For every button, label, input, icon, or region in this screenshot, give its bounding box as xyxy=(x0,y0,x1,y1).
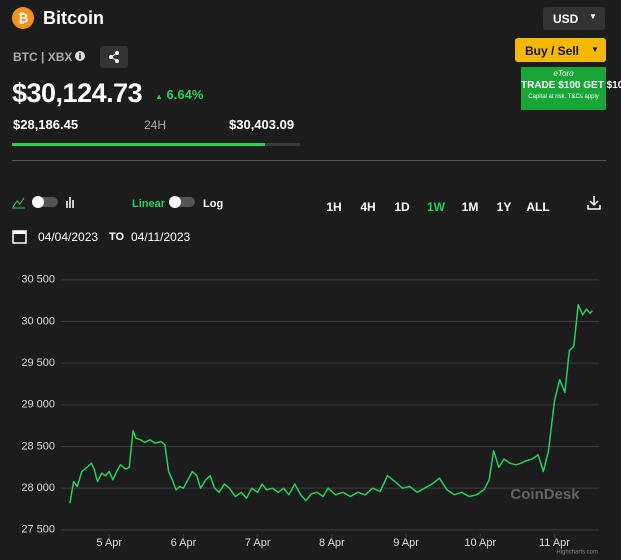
x-tick-label: 6 Apr xyxy=(171,537,197,549)
y-tick-label: 30 000 xyxy=(21,315,55,327)
range-button[interactable]: 1M xyxy=(461,200,479,214)
range-button[interactable]: 1W xyxy=(427,200,445,214)
ad-text: TRADE $100 GET $10 xyxy=(521,80,621,91)
y-tick-label: 29 500 xyxy=(21,357,55,369)
download-icon[interactable] xyxy=(586,195,602,211)
y-tick-label: 29 000 xyxy=(21,399,55,411)
pair: BTC | XBX xyxy=(13,50,73,64)
linear-label: Linear xyxy=(132,198,166,210)
share-button[interactable] xyxy=(100,46,128,68)
bitcoin-icon: ₿ xyxy=(12,7,34,29)
date-separator: TO xyxy=(109,231,125,243)
range-buttons: 1H 4H 1D 1W 1M 1Y ALL xyxy=(317,198,555,216)
buy-button[interactable]: Buy / Sell ▼ xyxy=(515,38,606,62)
buy-label: Buy / Sell xyxy=(525,44,580,58)
currency-select[interactable]: USD ▼ xyxy=(543,7,605,30)
high: $30,403.09 xyxy=(229,117,295,132)
x-tick-label: 8 Apr xyxy=(319,537,345,549)
y-tick-label: 30 500 xyxy=(21,274,55,286)
svg-text:₿: ₿ xyxy=(18,10,29,25)
range-button[interactable]: ALL xyxy=(526,200,550,214)
watermark: CoinDesk xyxy=(510,486,580,503)
ad-note: Capital at risk. T&Cs apply xyxy=(528,94,599,100)
range-label: 24H xyxy=(144,118,167,132)
x-tick-label: 11 Apr xyxy=(539,537,570,549)
ad-banner[interactable]: eToro TRADE $100 GET $10 Capital at risk. … xyxy=(521,67,621,110)
y-tick-label: 28 500 xyxy=(21,440,55,452)
log-label: Log xyxy=(203,198,224,210)
change: ▲ 6.64% xyxy=(155,87,204,102)
y-tick-label: 27 500 xyxy=(21,524,55,536)
low: $28,186.45 xyxy=(13,117,79,132)
price: $30,124.73 xyxy=(12,78,143,108)
y-tick-label: 28 000 xyxy=(21,482,55,494)
price-line xyxy=(69,304,593,504)
calendar-icon[interactable] xyxy=(12,228,28,244)
chart-type-toggle[interactable] xyxy=(12,194,77,210)
info-icon[interactable] xyxy=(75,51,85,61)
change-value: 6.64% xyxy=(166,87,204,102)
divider xyxy=(12,160,606,161)
chart: CoinDesk Highcharts.com 27 500 28 000 28 5… xyxy=(21,274,599,556)
x-tick-label: 10 Apr xyxy=(464,537,496,549)
x-tick-label: 9 Apr xyxy=(393,537,419,549)
range-button[interactable]: 1D xyxy=(394,200,410,214)
range-button[interactable]: 1Y xyxy=(496,200,512,214)
date-from: 04/04/2023 xyxy=(38,230,99,244)
scale-toggle[interactable] xyxy=(168,195,198,209)
range-button[interactable]: 1H xyxy=(326,200,342,214)
credit: Highcharts.com xyxy=(556,550,598,556)
ad-brand: eToro xyxy=(553,69,574,78)
x-tick-label: 5 Apr xyxy=(96,537,122,549)
range-button[interactable]: 4H xyxy=(360,200,376,214)
range-track xyxy=(12,143,300,146)
x-tick-label: 7 Apr xyxy=(245,537,271,549)
date-to: 04/11/2023 xyxy=(131,230,191,244)
currency-label: USD xyxy=(553,12,579,26)
title: Bitcoin xyxy=(43,8,104,28)
range-fill xyxy=(12,143,265,146)
